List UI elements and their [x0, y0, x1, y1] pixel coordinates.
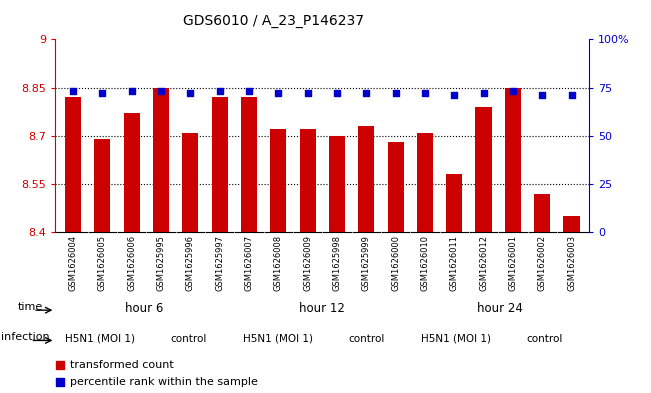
Text: GSM1626003: GSM1626003	[567, 235, 576, 292]
Point	[391, 90, 401, 96]
Bar	[270, 129, 286, 232]
Point	[185, 90, 195, 96]
Text: time: time	[18, 302, 43, 312]
Bar	[417, 132, 433, 232]
Text: control: control	[527, 334, 563, 344]
Bar	[212, 97, 228, 232]
Text: GSM1625995: GSM1625995	[156, 235, 165, 291]
Text: transformed count: transformed count	[70, 360, 174, 370]
Text: GSM1626008: GSM1626008	[274, 235, 283, 292]
Point	[537, 92, 547, 98]
Point	[97, 90, 107, 96]
Text: hour 12: hour 12	[299, 302, 345, 315]
Bar	[153, 88, 169, 232]
Bar	[65, 97, 81, 232]
Text: H5N1 (MOI 1): H5N1 (MOI 1)	[243, 334, 312, 344]
Text: GSM1626006: GSM1626006	[127, 235, 136, 292]
Text: GSM1626001: GSM1626001	[508, 235, 518, 291]
Point	[332, 90, 342, 96]
Bar	[534, 194, 550, 232]
Point	[156, 88, 166, 95]
Text: control: control	[348, 334, 385, 344]
Text: GSM1625998: GSM1625998	[333, 235, 341, 291]
Text: hour 6: hour 6	[125, 302, 163, 315]
Text: GSM1626007: GSM1626007	[244, 235, 253, 292]
Bar	[446, 174, 462, 232]
Bar	[299, 129, 316, 232]
Text: GSM1626004: GSM1626004	[68, 235, 77, 291]
Text: H5N1 (MOI 1): H5N1 (MOI 1)	[65, 334, 135, 344]
Point	[214, 88, 225, 95]
Bar	[475, 107, 492, 232]
Text: GSM1626010: GSM1626010	[421, 235, 430, 291]
Bar	[358, 126, 374, 232]
Bar	[241, 97, 257, 232]
Text: GSM1626002: GSM1626002	[538, 235, 547, 291]
Point	[302, 90, 312, 96]
Point	[508, 88, 518, 95]
Text: GDS6010 / A_23_P146237: GDS6010 / A_23_P146237	[183, 14, 364, 28]
Text: GSM1626011: GSM1626011	[450, 235, 459, 291]
Point	[361, 90, 372, 96]
Bar	[387, 142, 404, 232]
Text: GSM1626000: GSM1626000	[391, 235, 400, 291]
Text: hour 24: hour 24	[477, 302, 523, 315]
Text: GSM1625996: GSM1625996	[186, 235, 195, 291]
Text: control: control	[171, 334, 207, 344]
Point	[243, 88, 254, 95]
Bar	[182, 132, 199, 232]
Bar	[564, 216, 579, 232]
Text: GSM1626012: GSM1626012	[479, 235, 488, 291]
Bar	[329, 136, 345, 232]
Text: H5N1 (MOI 1): H5N1 (MOI 1)	[421, 334, 491, 344]
Text: GSM1625999: GSM1625999	[362, 235, 370, 291]
Point	[566, 92, 577, 98]
Text: percentile rank within the sample: percentile rank within the sample	[70, 377, 258, 387]
Bar	[124, 113, 140, 232]
Text: GSM1626005: GSM1626005	[98, 235, 107, 291]
Text: GSM1626009: GSM1626009	[303, 235, 312, 291]
Text: GSM1625997: GSM1625997	[215, 235, 224, 291]
Text: infection: infection	[1, 332, 49, 342]
Point	[449, 92, 460, 98]
Bar	[505, 88, 521, 232]
Point	[478, 90, 489, 96]
Point	[273, 90, 283, 96]
Point	[68, 88, 78, 95]
Bar	[94, 139, 110, 232]
Point	[420, 90, 430, 96]
Point	[126, 88, 137, 95]
